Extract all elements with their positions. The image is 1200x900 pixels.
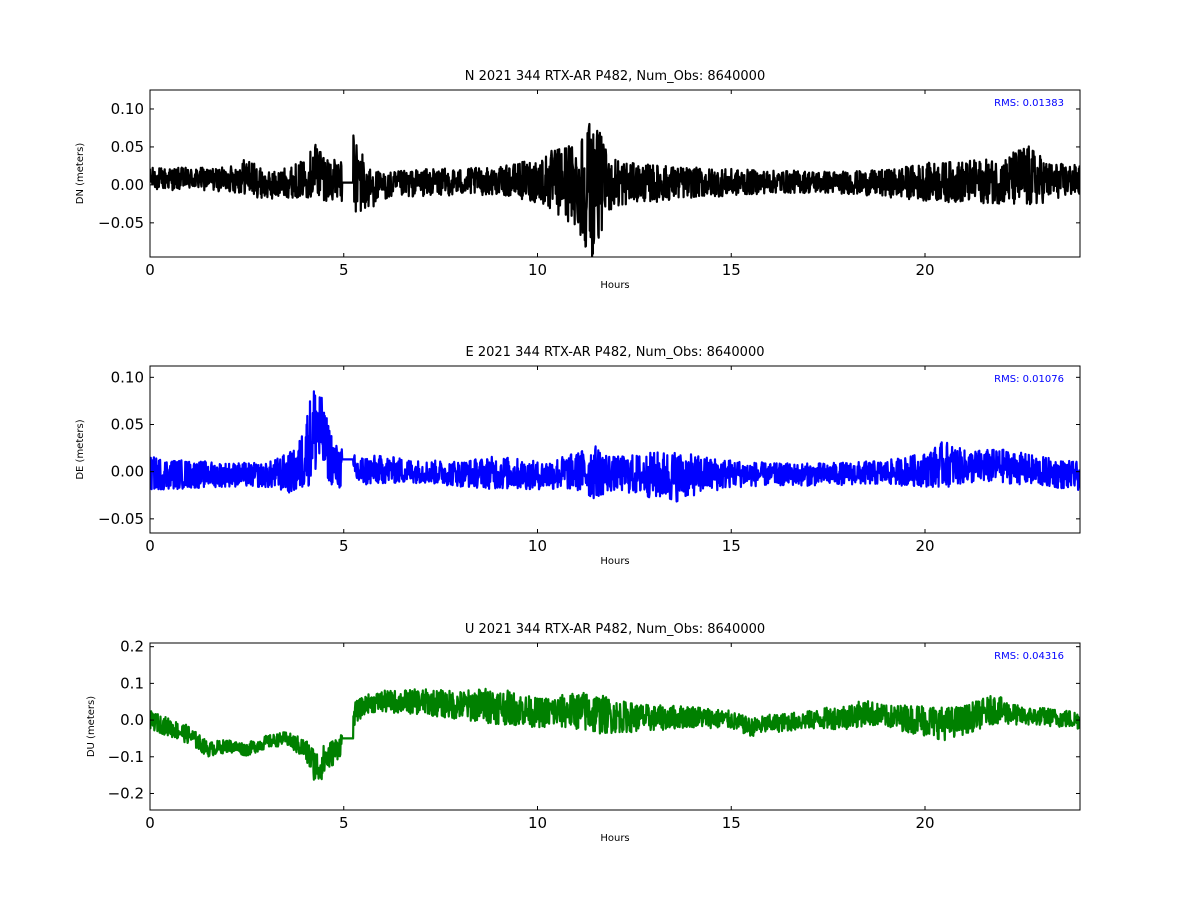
x-tick-label: 20 (915, 814, 934, 832)
y-axis-label: DU (meters) (86, 696, 97, 757)
chart-title: U 2021 344 RTX-AR P482, Num_Obs: 8640000 (465, 622, 765, 637)
series-line-1 (150, 687, 1080, 781)
x-tick-label: 10 (528, 537, 547, 555)
rms-annotation: RMS: 0.01383 (994, 98, 1064, 109)
plot-area (150, 390, 1080, 503)
x-tick-label: 15 (722, 537, 741, 555)
x-tick-label: 20 (915, 537, 934, 555)
y-tick-label: 0.2 (120, 638, 144, 656)
rms-annotation: RMS: 0.04316 (994, 651, 1064, 662)
series-line-1 (150, 390, 1080, 503)
x-tick-label: 5 (339, 814, 349, 832)
x-axis-label: Hours (600, 833, 629, 844)
x-tick-label: 0 (145, 261, 155, 279)
x-axis-label: Hours (600, 280, 629, 291)
y-tick-label: −0.1 (108, 748, 144, 766)
y-tick-label: −0.2 (108, 784, 144, 802)
chart-title: N 2021 344 RTX-AR P482, Num_Obs: 8640000 (465, 69, 765, 84)
y-tick-label: 0.10 (111, 100, 144, 118)
y-tick-label: −0.05 (98, 214, 144, 232)
x-tick-label: 0 (145, 814, 155, 832)
y-axis-label: DN (meters) (75, 143, 86, 205)
y-tick-label: 0.05 (111, 138, 144, 156)
x-tick-label: 20 (915, 261, 934, 279)
rms-annotation: RMS: 0.01076 (994, 374, 1064, 385)
x-axis-label: Hours (600, 556, 629, 567)
x-tick-label: 5 (339, 261, 349, 279)
plot-area (150, 687, 1080, 781)
axes-frame (149, 365, 1081, 534)
y-tick-label: 0.05 (111, 415, 144, 433)
y-axis-label: DE (meters) (75, 419, 86, 479)
x-tick-label: 10 (528, 261, 547, 279)
plot-area (150, 122, 1080, 257)
y-tick-label: 0.00 (111, 463, 144, 481)
chart-title: E 2021 344 RTX-AR P482, Num_Obs: 8640000 (466, 345, 765, 360)
x-tick-label: 15 (722, 814, 741, 832)
y-tick-label: 0.00 (111, 176, 144, 194)
axes-frame (149, 89, 1081, 258)
y-tick-label: 0.1 (120, 674, 144, 692)
subplot-1: 0 5 10 15 20 −0.05 0.00 0.05 0.10 N 2021 344 RTX-… (75, 69, 1081, 291)
y-tick-label: −0.05 (98, 510, 144, 528)
subplot-3: 0 5 10 15 20 −0.2 −0.1 0.0 0.1 0.2 U 2021 344 RTX-… (86, 622, 1081, 844)
y-tick-label: 0.0 (120, 711, 144, 729)
series-line-1 (150, 122, 1080, 257)
axes-frame (149, 642, 1081, 811)
subplot-2: 0 5 10 15 20 −0.05 0.00 0.05 0.10 E 2021 344 RTX-… (75, 345, 1081, 567)
x-tick-label: 0 (145, 537, 155, 555)
x-tick-label: 10 (528, 814, 547, 832)
x-tick-label: 15 (722, 261, 741, 279)
y-tick-label: 0.10 (111, 368, 144, 386)
x-tick-label: 5 (339, 537, 349, 555)
